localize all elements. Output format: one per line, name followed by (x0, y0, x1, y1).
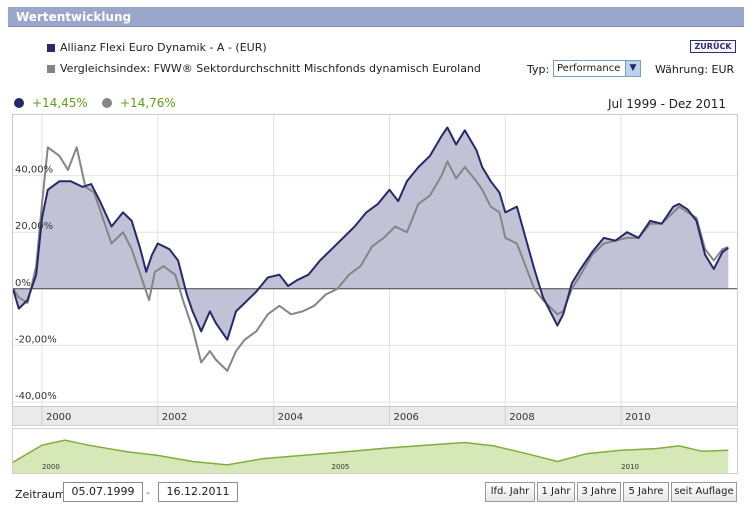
y-tick-label-2: 0% (15, 278, 31, 289)
x-tick-label-2004: 2004 (278, 412, 303, 423)
type-label: Typ: (527, 63, 550, 76)
x-tick-label-2006: 2006 (393, 412, 418, 423)
widget-title-bar: Wertentwicklung (8, 7, 744, 27)
index-legend-marker (47, 65, 55, 73)
fund-legend-label: Allianz Flexi Euro Dynamik - A - (EUR) (60, 41, 267, 54)
index-series-line[interactable] (13, 146, 729, 372)
overview-label-2005: 2005 (332, 463, 350, 471)
performance-chart[interactable]: 40,00% 20,00% 0% -20,00% -40,00% (13, 115, 737, 406)
y-tick-label-3: -20,00% (15, 334, 57, 345)
overview-series-line (13, 439, 729, 466)
x-axis-bar: 2000 2002 2004 2006 2008 2010 (12, 407, 738, 426)
index-performance-value: +14,76% (120, 96, 176, 110)
range-button-since-launch[interactable]: seit Auflage (671, 482, 737, 502)
date-separator: - (146, 486, 150, 499)
widget-title: Wertentwicklung (16, 10, 132, 24)
x-tick-label-2008: 2008 (509, 412, 534, 423)
chevron-down-icon: ▼ (625, 61, 640, 76)
x-tick-label-2000: 2000 (46, 412, 71, 423)
range-button-ytd[interactable]: lfd. Jahr (485, 482, 535, 502)
overview-navigator[interactable]: 2000 2005 2010 (12, 428, 738, 474)
timeframe-label: Zeitraum: (15, 488, 70, 501)
y-tick-label-4: -40,00% (15, 391, 57, 402)
currency-label: Währung: EUR (655, 63, 735, 76)
index-legend-label: Vergleichsindex: FWW® Sektordurchschnitt… (60, 62, 481, 75)
index-performance-dot (102, 98, 112, 108)
overview-chart[interactable]: 2000 2005 2010 (13, 429, 737, 473)
fund-legend-marker (47, 44, 55, 52)
chart-frame: 40,00% 20,00% 0% -20,00% -40,00% (12, 114, 738, 407)
x-tick-label-2002: 2002 (162, 412, 187, 423)
chart-period: Jul 1999 - Dez 2011 (608, 97, 727, 111)
range-button-5y[interactable]: 5 Jahre (623, 482, 669, 502)
y-tick-label-0: 40,00% (15, 165, 53, 176)
overview-area-fill (13, 440, 729, 473)
overview-label-2000: 2000 (42, 463, 60, 471)
to-date-input[interactable]: 16.12.2011 (158, 482, 238, 502)
from-date-input[interactable]: 05.07.1999 (63, 482, 143, 502)
x-axis: 2000 2002 2004 2006 2008 2010 (41, 407, 651, 426)
y-tick-label-1: 20,00% (15, 221, 53, 232)
fund-series-line[interactable] (13, 126, 729, 341)
x-tick-label-2010: 2010 (625, 412, 650, 423)
range-button-1y[interactable]: 1 Jahr (537, 482, 575, 502)
overview-label-2010: 2010 (621, 463, 639, 471)
fund-performance-dot (14, 98, 24, 108)
fund-performance-value: +14,45% (32, 96, 88, 110)
type-select-value: Performance (557, 63, 621, 74)
fund-area-fill (13, 127, 729, 340)
type-select[interactable]: Performance ▼ (553, 60, 641, 77)
range-button-3y[interactable]: 3 Jahre (577, 482, 621, 502)
back-button[interactable]: ZURÜCK (690, 40, 736, 53)
